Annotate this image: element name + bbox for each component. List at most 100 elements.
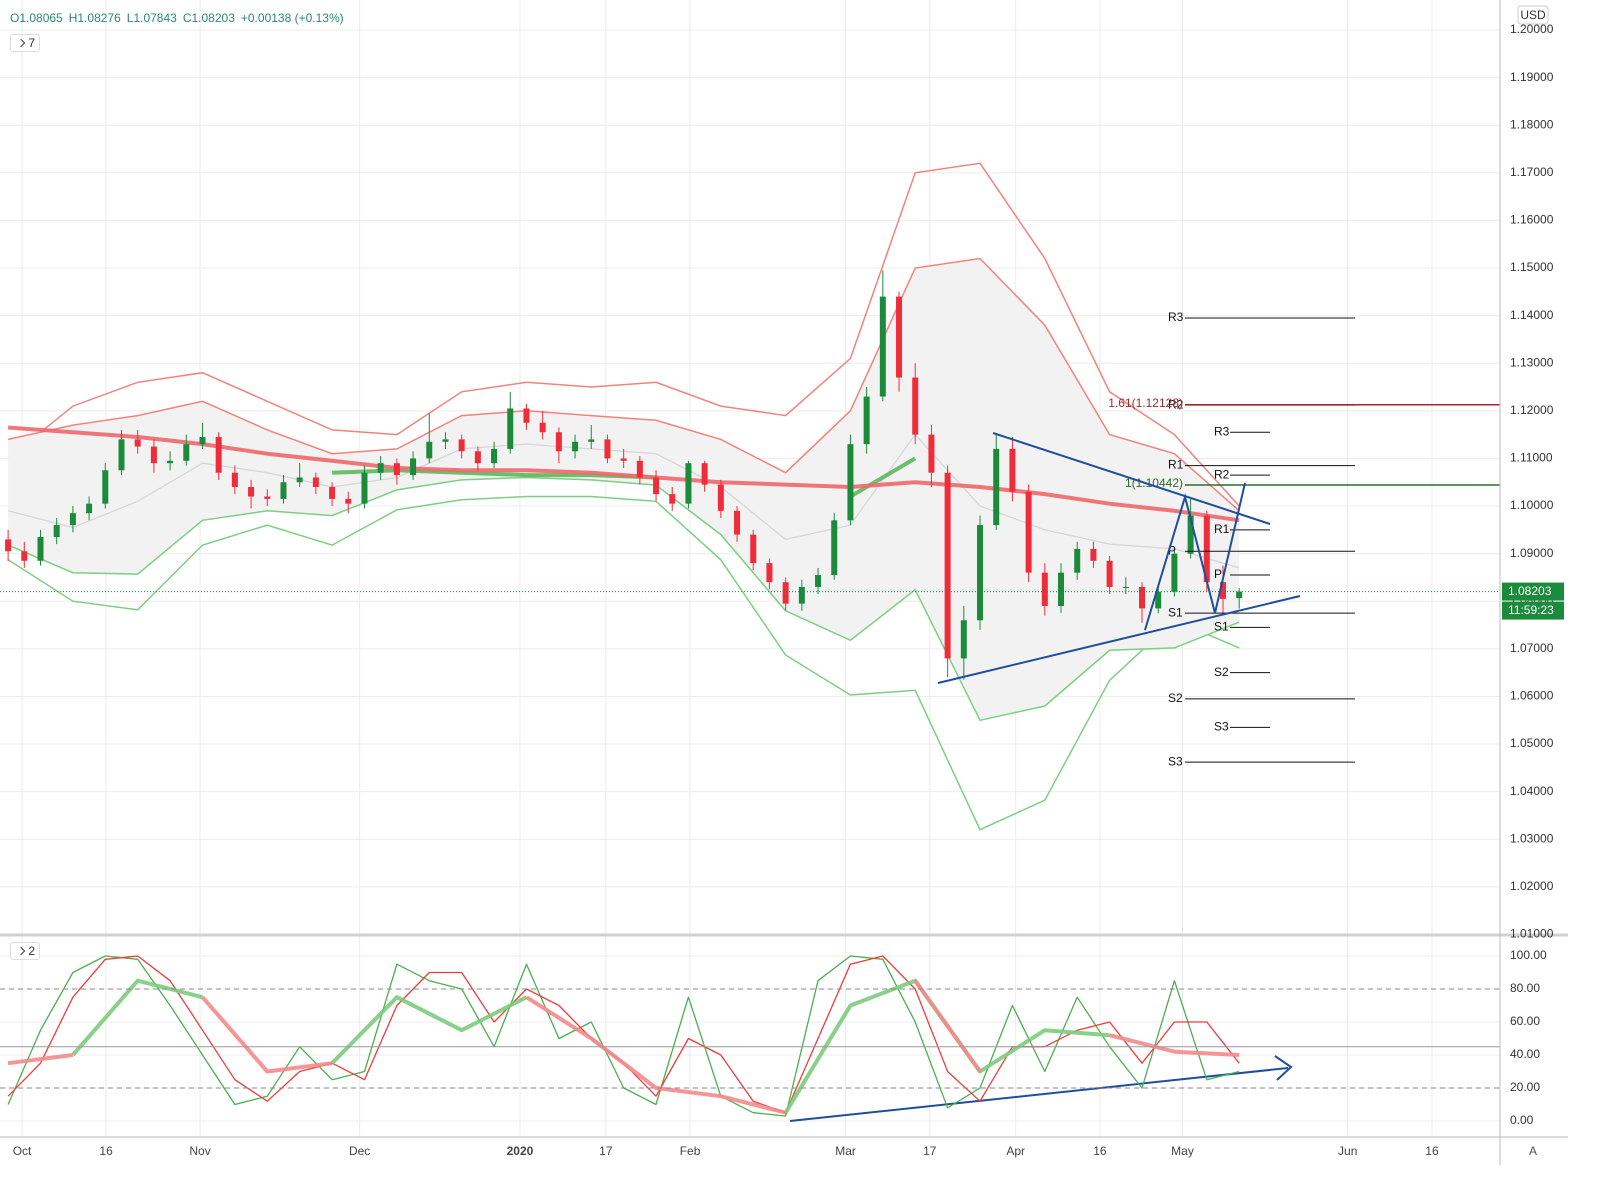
candle-body	[1187, 515, 1194, 554]
pivot-label: S2	[1168, 691, 1183, 705]
pivot-label: S3	[1168, 754, 1183, 768]
y-tick-label: 1.20000	[1510, 22, 1554, 36]
candle-body	[555, 432, 562, 452]
candle-body	[377, 463, 384, 473]
candle-body	[1155, 591, 1162, 609]
y-tick-label: 1.02000	[1510, 879, 1554, 893]
trendline	[937, 595, 1301, 684]
y-tick-label: 1.15000	[1510, 260, 1554, 274]
x-tick-label: Dec	[349, 1144, 370, 1158]
candle-body	[1139, 586, 1146, 609]
candle-body	[782, 582, 789, 604]
candle-body	[231, 472, 238, 487]
candle-body	[426, 441, 433, 459]
candle-body	[329, 486, 336, 499]
candle-body	[539, 422, 546, 433]
y-tick-label: 0.00	[1510, 1113, 1534, 1127]
x-tick-label: Mar	[835, 1144, 856, 1158]
open: O1.08065	[10, 11, 63, 25]
candle-body	[863, 396, 870, 445]
candle-body	[815, 575, 822, 587]
candle-body	[831, 520, 838, 576]
y-tick-label: 1.11000	[1510, 451, 1553, 465]
y-tick-label: 1.19000	[1510, 70, 1554, 84]
y-tick-label: 1.06000	[1510, 689, 1554, 703]
candle-body	[507, 408, 514, 449]
candle-body	[653, 477, 660, 495]
candle-body	[1236, 591, 1243, 599]
candle-body	[410, 458, 417, 476]
candle-body	[960, 620, 967, 659]
y-tick-label: 100.00	[1510, 948, 1547, 962]
oscillator	[0, 955, 1500, 1117]
candle-body	[183, 444, 190, 461]
pivot-label: R1	[1168, 458, 1184, 472]
candle-body	[1058, 572, 1065, 607]
y-tick-label: 1.07000	[1510, 641, 1554, 655]
pivot-label: R2	[1214, 467, 1230, 481]
y-tick-label: 1.16000	[1510, 213, 1554, 227]
x-tick-label: May	[1171, 1144, 1194, 1158]
auto-scale: A	[1529, 1144, 1537, 1158]
trendlines	[789, 432, 1301, 1122]
pivot-label: S3	[1214, 720, 1229, 734]
y-tick-label: 1.01000	[1510, 927, 1554, 941]
y-tick-label: 1.10000	[1510, 498, 1554, 512]
x-tick-label: 17	[599, 1144, 613, 1158]
change: +0.00138 (+0.13%)	[240, 11, 344, 25]
candle-body	[766, 563, 773, 583]
pivot-label: R3	[1168, 310, 1184, 324]
ohlc-header: O1.08065 H1.08276 L1.07843 C1.08203 +0.0…	[10, 11, 344, 25]
levels: R3 R2 R1 P S1 S2 S3 R3 R2 R1 P S1 S2 S3 1.61(1.12128) 1…	[0, 310, 1500, 768]
pivot-label: P	[1214, 567, 1222, 581]
candle-body	[734, 510, 741, 535]
candle-body	[685, 463, 692, 504]
last-price-label: 1.08203	[1508, 584, 1552, 598]
candle-body	[5, 539, 12, 552]
candle-body	[69, 513, 76, 526]
band-line	[7, 257, 1240, 512]
y-tick-label: 1.05000	[1510, 736, 1554, 750]
candle-body	[86, 503, 93, 514]
pivot-label: S2	[1214, 665, 1229, 679]
candle-body	[1090, 548, 1097, 561]
candle-body	[134, 439, 141, 447]
pivot-label: S1	[1214, 620, 1229, 634]
close: C1.08203	[182, 11, 235, 25]
series-line	[7, 425, 1240, 523]
band-line	[7, 162, 1240, 507]
candle-body	[912, 377, 919, 435]
pivot-label: R3	[1214, 424, 1230, 438]
trendline	[1144, 482, 1246, 631]
candle-body	[1220, 582, 1227, 599]
candle-body	[928, 434, 935, 473]
candle-body	[53, 525, 60, 537]
candle-body	[636, 460, 643, 478]
series-line	[7, 979, 1240, 1115]
countdown-box	[1502, 601, 1564, 620]
candle-body	[280, 482, 287, 499]
y-tick-label: 1.09000	[1510, 546, 1554, 560]
high: H1.08276	[68, 11, 121, 25]
candle-body	[572, 441, 579, 452]
pane-badge[interactable]: 2	[10, 942, 40, 960]
candle-body	[1171, 553, 1178, 592]
candle-body	[717, 484, 724, 511]
band-fill	[8, 258, 1240, 721]
trend-arrow	[789, 1067, 1289, 1122]
arrow-head	[1274, 1055, 1293, 1081]
candle-body	[1025, 491, 1032, 573]
axes: Oct 16 Nov Dec 2020 17 Feb Mar 17 Apr 16 May Jun 16 1.…	[13, 22, 1564, 1158]
y-tick-label: 40.00	[1510, 1047, 1540, 1061]
last-price-box	[1502, 582, 1564, 601]
candle-body	[750, 534, 757, 564]
candle-body	[798, 586, 805, 604]
x-tick-label: Oct	[13, 1144, 32, 1158]
pane-badge[interactable]: 7	[10, 34, 40, 52]
currency: USD	[1520, 8, 1546, 22]
candle-body	[879, 296, 886, 397]
countdown-label: 11:59:23	[1508, 603, 1554, 617]
x-tick-label: Jun	[1338, 1144, 1357, 1158]
candle-body	[620, 458, 627, 461]
candle-body	[1041, 572, 1048, 607]
